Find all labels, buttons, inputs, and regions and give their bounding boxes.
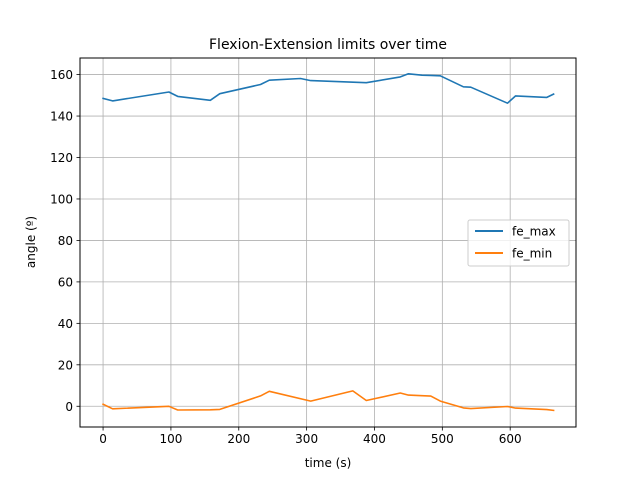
x-axis-label: time (s) (305, 456, 352, 470)
x-tick-label: 500 (431, 432, 454, 446)
legend-label-fe-max: fe_max (512, 225, 556, 239)
x-tick-label: 300 (295, 432, 318, 446)
ticks: 0 100 200 300 400 500 600 0 20 40 60 80 100 120 140 160 (50, 68, 522, 446)
y-tick-label: 100 (50, 192, 73, 206)
y-tick-label: 60 (58, 275, 73, 289)
plot-frame (79, 57, 577, 428)
series-group (102, 73, 555, 412)
y-tick-label: 80 (58, 234, 73, 248)
y-tick-label: 160 (50, 68, 73, 82)
y-tick-label: 140 (50, 110, 73, 124)
series-line-fe-max (102, 73, 555, 104)
y-axis-label: angle (º) (24, 216, 38, 268)
y-tick-label: 20 (58, 358, 73, 372)
legend-label-fe-min: fe_min (512, 247, 552, 261)
x-tick-label: 0 (99, 432, 107, 446)
x-tick-label: 100 (159, 432, 182, 446)
y-tick-label: 0 (65, 400, 73, 414)
y-tick-label: 120 (50, 151, 73, 165)
chart-title: Flexion-Extension limits over time (209, 37, 447, 53)
x-tick-label: 600 (499, 432, 522, 446)
legend: fe_max fe_min (467, 219, 570, 267)
y-tick-label: 40 (58, 317, 73, 331)
series-line-fe-min (102, 390, 555, 412)
x-tick-label: 200 (227, 432, 250, 446)
x-tick-label: 400 (363, 432, 386, 446)
